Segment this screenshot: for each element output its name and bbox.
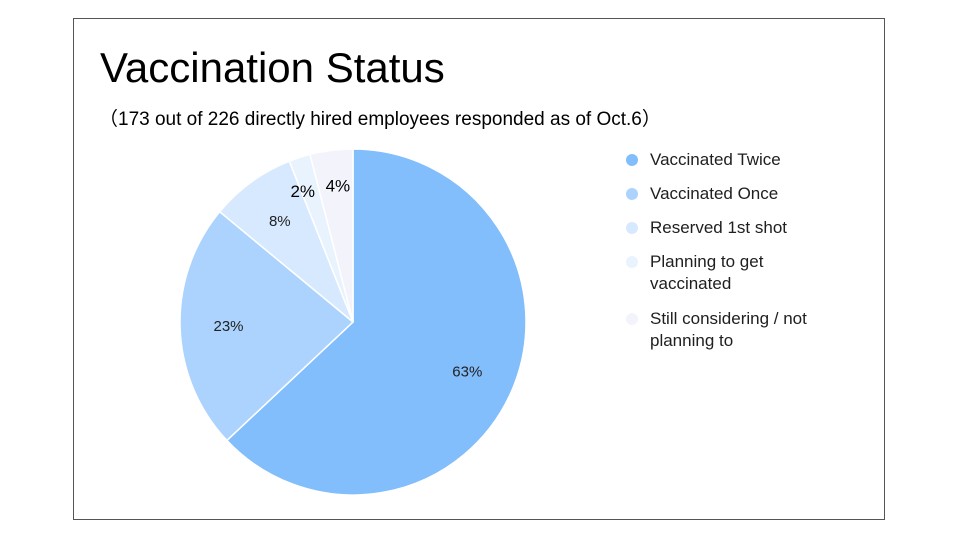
- legend-label: Vaccinated Twice: [650, 150, 781, 169]
- legend-label: Planning to get vaccinated: [650, 252, 764, 293]
- legend-label: Still considering / not planning to: [650, 309, 807, 350]
- legend-label: Reserved 1st shot: [650, 218, 788, 237]
- legend-item-vaccinated-once: Vaccinated Once: [626, 183, 846, 217]
- legend: Vaccinated Twice Vaccinated Once Reserve…: [626, 149, 846, 352]
- pie-slice-vaccinated-twice: [225, 148, 527, 496]
- chart-subtitle: （173 out of 226 directly hired employees…: [99, 109, 661, 130]
- pie-label-planning-to-get-vaccinated: 2%: [290, 182, 315, 201]
- chart-frame: [73, 18, 885, 520]
- pie-label-vaccinated-twice: 63%: [452, 363, 482, 380]
- legend-item-reserved-1st-shot: Reserved 1st shot: [626, 217, 846, 251]
- pie-slice-vaccinated-once: [179, 210, 355, 442]
- chart-title: Vaccination Status: [100, 44, 445, 91]
- legend-item-still-considering: Still considering / not planning to: [626, 308, 855, 352]
- legend-swatch: [626, 154, 638, 166]
- legend-swatch: [626, 188, 638, 200]
- legend-item-vaccinated-twice: Vaccinated Twice: [626, 149, 846, 183]
- pie-label-still-considering-not-planning-to: 4%: [326, 176, 351, 195]
- legend-swatch: [626, 313, 638, 325]
- legend-swatch: [626, 256, 638, 268]
- legend-item-planning-to-get-vaccinated: Planning to get vaccinated: [626, 251, 800, 308]
- legend-label: Vaccinated Once: [650, 184, 779, 203]
- pie-label-reserved-1st-shot: 8%: [269, 213, 291, 230]
- pie-label-vaccinated-once: 23%: [213, 318, 243, 335]
- pie-slice-still-considering-not-planning-to: [309, 148, 354, 323]
- legend-swatch: [626, 222, 638, 234]
